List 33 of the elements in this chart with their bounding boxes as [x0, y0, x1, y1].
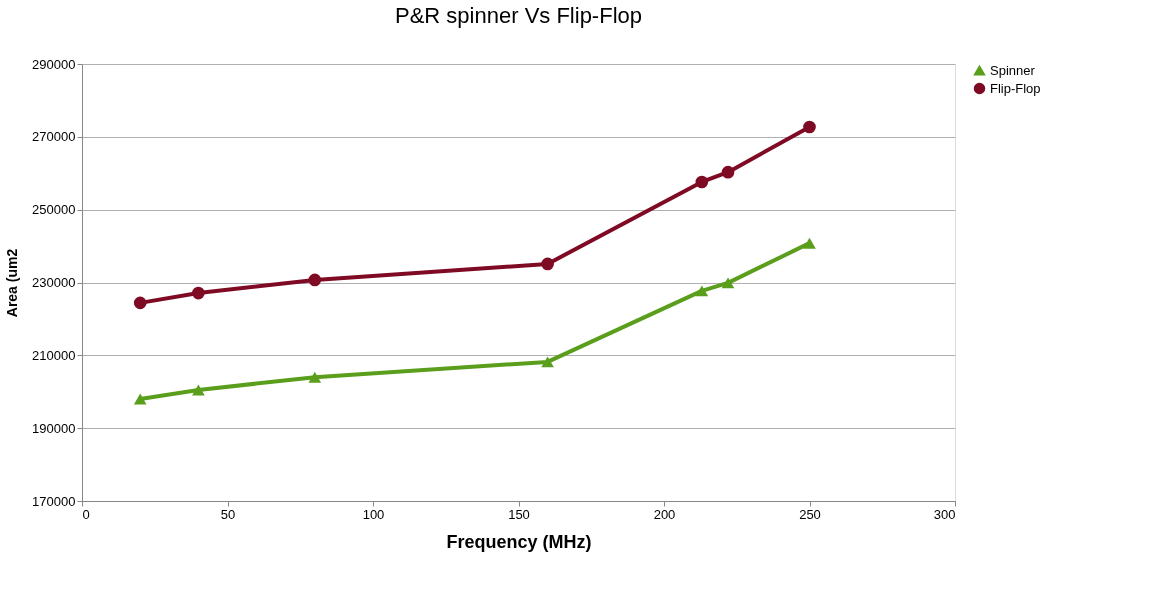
point — [803, 237, 816, 249]
x-tick-label: 150 — [508, 506, 530, 522]
x-tick-label: 250 — [799, 506, 821, 522]
point — [192, 384, 205, 396]
x-tick-label: 100 — [362, 506, 385, 522]
point — [541, 356, 554, 368]
point — [695, 285, 709, 297]
x-tick-label: 300 — [933, 506, 956, 522]
y-tick-label: 170000 — [32, 493, 76, 509]
point — [308, 273, 322, 287]
point — [133, 296, 147, 310]
legend-label: Spinner — [990, 62, 1036, 78]
y-tick-label: 210000 — [32, 347, 76, 363]
y-tick-label: 250000 — [32, 202, 76, 218]
y-tick-label: 290000 — [32, 56, 76, 72]
chart-title: P&R spinner Vs Flip-Flop — [395, 3, 642, 28]
point — [192, 286, 205, 300]
point — [721, 165, 735, 179]
x-axis-title: Frequency (MHz) — [446, 531, 592, 552]
point — [308, 371, 322, 383]
y-tick-label: 230000 — [32, 275, 76, 290]
point — [803, 120, 816, 134]
point — [695, 175, 709, 189]
y-tick-label: 190000 — [32, 420, 76, 436]
y-axis-title: Area (um2 — [4, 248, 21, 318]
x-tick-label: 50 — [220, 506, 236, 522]
x-tick-label: 200 — [653, 506, 676, 522]
legend-label: Flip-Flop — [990, 80, 1041, 96]
x-tick-label: 0 — [82, 506, 90, 522]
y-tick-label: 270000 — [32, 129, 76, 145]
point — [721, 277, 735, 289]
point — [541, 257, 554, 271]
point — [133, 393, 147, 405]
